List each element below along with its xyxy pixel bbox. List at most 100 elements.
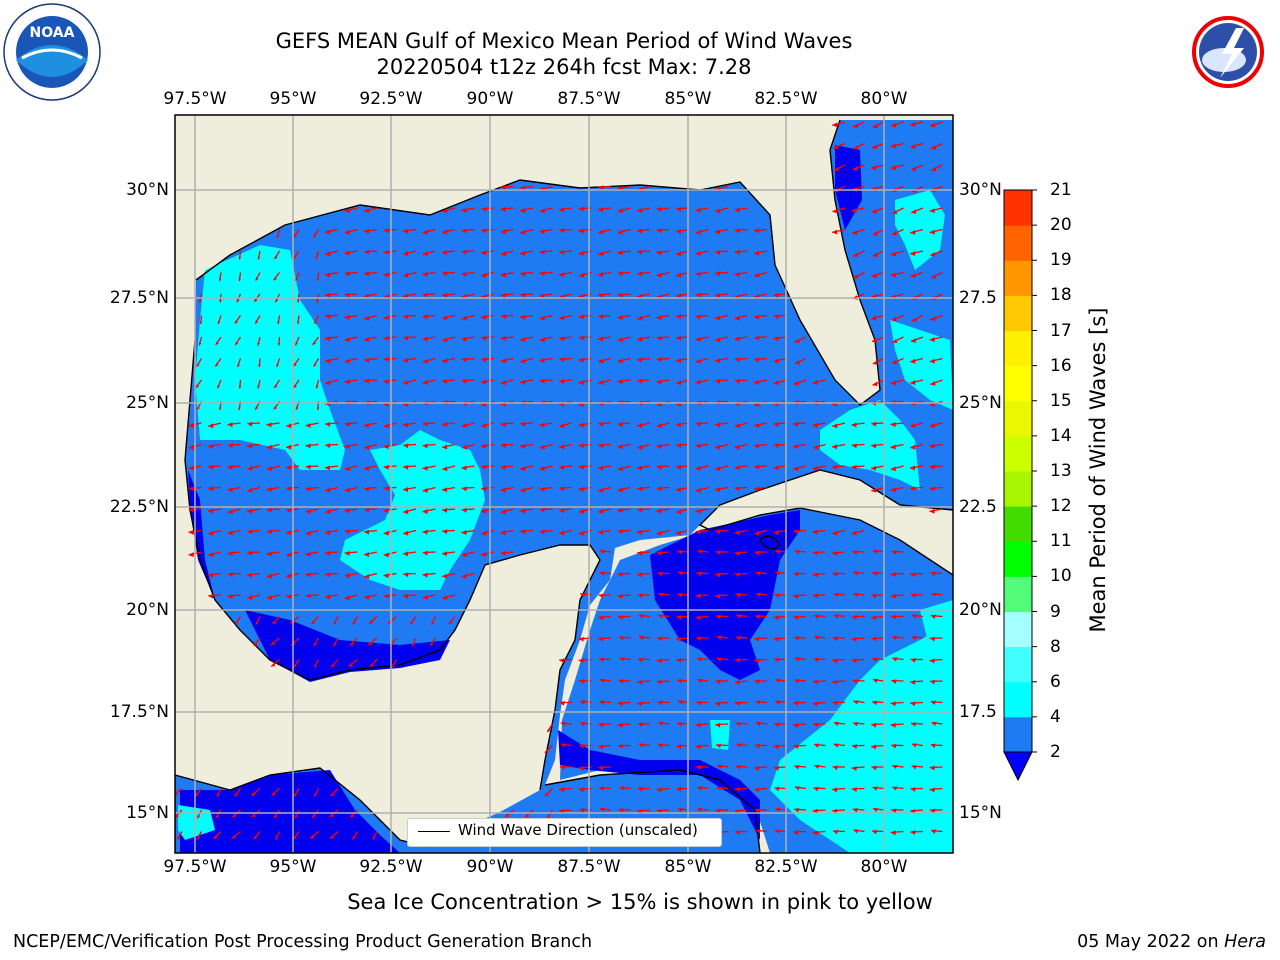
wind-arrow-head [559, 486, 565, 492]
wind-arrow-head [736, 614, 742, 619]
wind-arrow-head [578, 486, 584, 492]
wind-arrow-head [238, 256, 242, 260]
wind-arrow-head [716, 635, 722, 641]
wind-arrow-head [266, 466, 272, 472]
wind-arrow-head [295, 277, 299, 281]
wind-arrow-head [208, 423, 214, 429]
wind-arrow-head [520, 487, 526, 493]
wind-arrow-head [931, 721, 937, 727]
wind-arrow-head [910, 465, 916, 471]
wind-arrow-head [578, 509, 584, 515]
wind-arrow-head [275, 836, 279, 840]
wind-arrow-head [442, 293, 448, 299]
wind-arrow-head [793, 421, 799, 427]
wind-arrow-head [872, 678, 878, 684]
footer-date-text: 05 May 2022 on [1077, 932, 1225, 952]
wind-arrow-head [715, 466, 721, 472]
wind-arrow-head [637, 315, 643, 321]
wind-arrow-head [383, 573, 389, 579]
wind-arrow-head [599, 657, 605, 663]
colorbar-segment [1004, 576, 1032, 612]
wind-arrow-head [676, 509, 682, 515]
wind-arrow-head [656, 315, 662, 321]
wind-arrow-head [637, 228, 643, 234]
wind-arrow-head [871, 765, 877, 771]
wind-arrow-head [481, 379, 487, 385]
wind-arrow-head [364, 315, 370, 321]
wind-arrow-head [314, 320, 318, 324]
wind-arrow-head [598, 593, 604, 599]
wind-arrow-head [793, 744, 799, 749]
wind-arrow-head [578, 422, 584, 428]
wind-arrow-head [871, 593, 877, 599]
wind-arrow-head [350, 641, 355, 646]
wind-arrow-head [851, 530, 857, 536]
wind-arrow-head [266, 444, 272, 450]
wind-arrow-head [715, 444, 721, 450]
wind-arrow-head [637, 423, 643, 429]
wind-arrow-head [832, 765, 838, 771]
wind-arrow-head [500, 422, 506, 428]
wind-arrow-head [578, 335, 584, 341]
wind-arrow-head [754, 808, 760, 814]
wind-arrow-head [403, 380, 409, 386]
wind-arrow-head [891, 808, 897, 814]
wind-arrow-head [270, 641, 276, 645]
wind-arrow-head [833, 614, 839, 619]
wind-arrow-head [383, 530, 389, 536]
wind-arrow-head [578, 787, 584, 793]
colorbar-segment [1004, 225, 1032, 261]
wind-arrow-head [305, 464, 311, 470]
wind-arrow-head [814, 635, 820, 641]
wind-arrow-head [277, 342, 281, 346]
wind-arrow-head [754, 228, 760, 234]
lat-label-right-27-5: 27.5 [959, 288, 997, 308]
wind-arrow-head [344, 250, 350, 256]
wind-arrow-head [175, 814, 179, 818]
wind-arrow-head [442, 379, 448, 385]
wind-arrow-head [247, 550, 253, 556]
wind-arrow-head [890, 593, 896, 599]
wind-arrow-head [305, 486, 311, 492]
wind-arrow-head [544, 749, 549, 753]
colorbar-tick-label: 4 [1050, 706, 1061, 727]
wind-arrow-head [658, 721, 664, 727]
wind-arrow-head [559, 315, 565, 321]
wind-arrow-head [931, 274, 937, 279]
wind-arrow-head [794, 678, 800, 684]
wind-arrow-head [716, 786, 722, 791]
wind-arrow-head [231, 834, 237, 839]
wind-arrow-head [852, 166, 858, 171]
wind-arrow-head [333, 642, 337, 647]
wind-arrow-head [344, 271, 350, 277]
wind-arrow-head [657, 571, 663, 577]
wind-arrow-head [734, 572, 740, 578]
wind-arrow-head [520, 292, 526, 298]
wind-arrow-head [754, 765, 760, 771]
wind-arrow-head [372, 836, 376, 840]
wind-arrow-head [794, 765, 800, 770]
wind-arrow-head [598, 744, 604, 750]
wind-arrow-head [871, 209, 877, 214]
footer-date: 05 May 2022 on Hera [1077, 932, 1266, 952]
wind-arrow-head [735, 635, 741, 641]
wind-arrow-head [676, 229, 682, 235]
wind-arrow-head [656, 550, 662, 556]
wind-arrow-head [325, 572, 331, 578]
wind-arrow-head [422, 271, 428, 277]
wind-arrow-head [794, 786, 800, 791]
wind-arrow-head [637, 444, 643, 450]
wind-arrow-head [910, 701, 916, 707]
wind-arrow-head [227, 464, 233, 470]
wind-arrow-head [754, 636, 760, 642]
wind-arrow-head [598, 509, 604, 515]
wind-arrow-head [234, 792, 239, 797]
wind-arrow-head [754, 530, 760, 536]
wind-arrow-head [403, 464, 409, 470]
wind-arrow-head [890, 165, 896, 171]
wind-arrow-head [813, 786, 819, 792]
wind-arrow-head [890, 722, 896, 728]
wind-arrow-head [442, 271, 448, 277]
wind-arrow-head [695, 358, 701, 364]
wind-arrow-head [312, 814, 316, 818]
